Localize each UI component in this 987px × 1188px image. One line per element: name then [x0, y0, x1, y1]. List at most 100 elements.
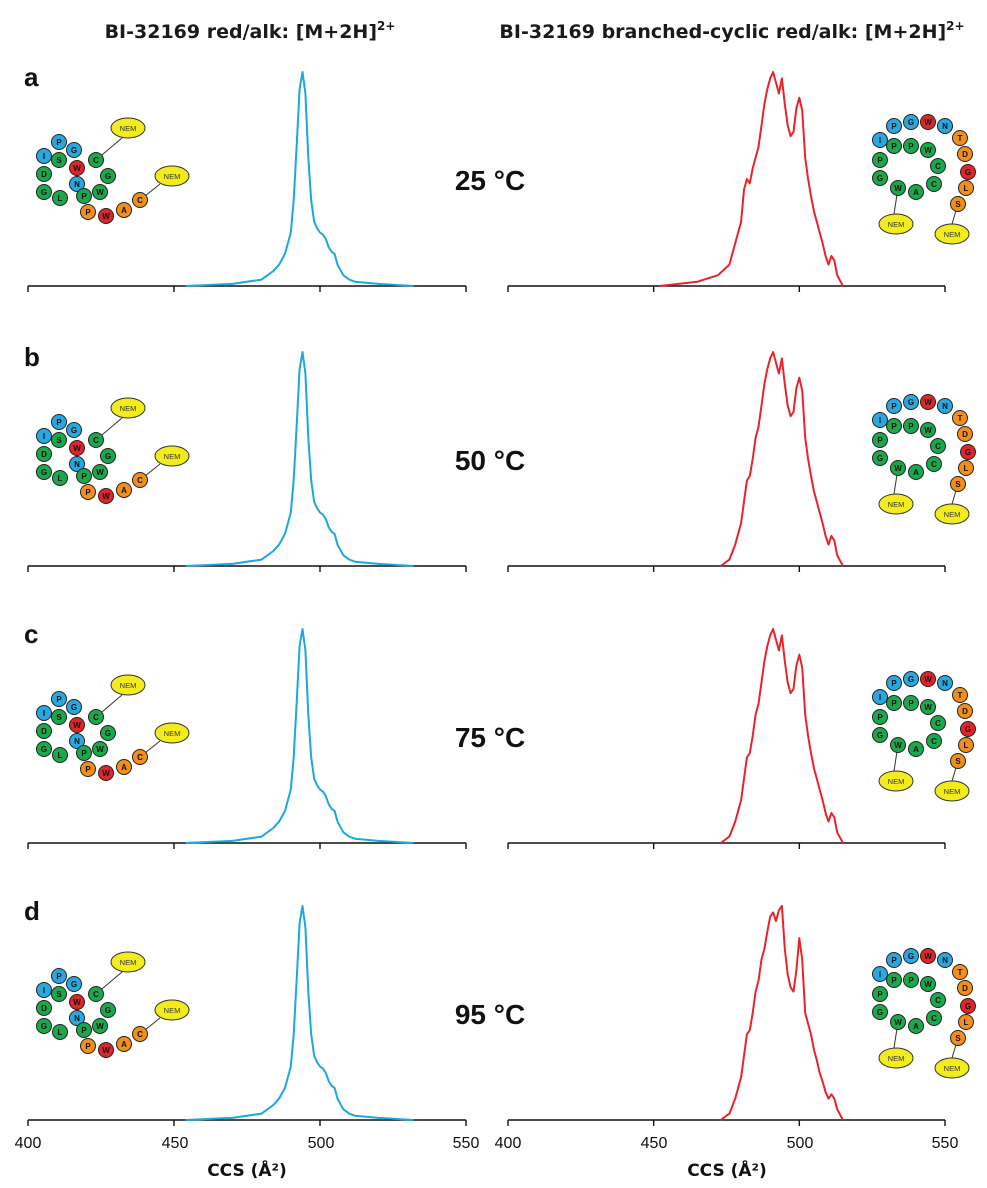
- residue-label: C: [93, 156, 99, 165]
- residue-4: [937, 675, 953, 691]
- residue-label: G: [965, 168, 971, 177]
- nem-group: [934, 1057, 970, 1079]
- left-x-tick-labels: 400 450 500 550: [15, 1135, 480, 1152]
- nem-group: [878, 493, 914, 515]
- residue-8: [958, 737, 974, 753]
- residue-3: [51, 709, 67, 725]
- right-arrival-trace: [720, 351, 844, 567]
- residue-label: L: [964, 741, 969, 750]
- nem-group: [110, 397, 146, 419]
- residue-2: [903, 114, 919, 130]
- residue-label: C: [935, 442, 941, 451]
- residue-16: [890, 737, 906, 753]
- temperature-label: 95 °C: [455, 999, 525, 1030]
- temperature-label: 50 °C: [455, 445, 525, 476]
- residue-label: G: [908, 398, 914, 407]
- residue-label: W: [96, 468, 104, 477]
- nem-group: [154, 165, 190, 187]
- residue-label: C: [137, 476, 143, 485]
- residue-10: [886, 695, 902, 711]
- residue-label: P: [81, 192, 87, 201]
- left-tick-400: 400: [15, 1135, 42, 1152]
- residue-1: [51, 691, 67, 707]
- residue-label: D: [962, 150, 968, 159]
- residue-label: W: [96, 745, 104, 754]
- left-arrival-trace: [185, 351, 414, 567]
- residue-label: P: [56, 138, 62, 147]
- residue-label: G: [41, 745, 47, 754]
- residue-14: [930, 992, 946, 1008]
- residue-5: [88, 152, 104, 168]
- residue-label: S: [56, 713, 62, 722]
- residue-label: I: [879, 693, 881, 702]
- residue-label: N: [942, 122, 948, 131]
- residue-3: [920, 114, 936, 130]
- residue-14: [98, 765, 114, 781]
- nem-label: NEM: [944, 787, 961, 796]
- residue-7: [69, 733, 85, 749]
- residue-11: [903, 418, 919, 434]
- residue-label: G: [965, 448, 971, 457]
- residue-label: P: [85, 765, 91, 774]
- residue-label: W: [102, 212, 110, 221]
- residue-label: G: [41, 188, 47, 197]
- residue-label: N: [74, 180, 80, 189]
- residue-15: [872, 450, 888, 466]
- nem-label: NEM: [888, 500, 905, 509]
- residue-label: P: [891, 976, 897, 985]
- right-tick-500: 500: [787, 1135, 814, 1152]
- residue-15: [872, 1004, 888, 1020]
- residue-label: P: [908, 699, 914, 708]
- residue-5: [952, 130, 968, 146]
- temperature-label: 25 °C: [455, 165, 525, 196]
- left-axis: [27, 905, 467, 1126]
- residue-11: [76, 1022, 92, 1038]
- residue-label: I: [879, 970, 881, 979]
- residue-label: G: [965, 725, 971, 734]
- residue-4: [69, 717, 85, 733]
- residue-8: [100, 448, 116, 464]
- residue-1: [51, 134, 67, 150]
- residue-9: [950, 196, 966, 212]
- left-tick-450: 450: [162, 1135, 189, 1152]
- residue-6: [36, 723, 52, 739]
- residue-label: S: [955, 200, 961, 209]
- nem-label: NEM: [120, 404, 137, 413]
- residue-15: [116, 759, 132, 775]
- residue-4: [937, 118, 953, 134]
- residue-16: [132, 192, 148, 208]
- residue-12: [920, 976, 936, 992]
- residue-label: D: [962, 707, 968, 716]
- nem-label: NEM: [120, 681, 137, 690]
- residue-9: [36, 184, 52, 200]
- residue-label: C: [931, 737, 937, 746]
- residue-5: [88, 709, 104, 725]
- residue-11: [76, 468, 92, 484]
- residue-label: P: [877, 156, 883, 165]
- left-tick-550: 550: [453, 1135, 480, 1152]
- panel-letter: b: [24, 342, 40, 372]
- residue-7: [69, 456, 85, 472]
- right-axis: [507, 71, 946, 292]
- residue-6: [957, 980, 973, 996]
- residue-label: C: [935, 719, 941, 728]
- residue-13: [872, 432, 888, 448]
- residue-17: [908, 184, 924, 200]
- residue-10: [52, 747, 68, 763]
- residue-label: C: [931, 1014, 937, 1023]
- residue-label: G: [908, 118, 914, 127]
- residue-8: [100, 1002, 116, 1018]
- left-arrival-trace: [185, 628, 414, 844]
- right-arrival-trace: [720, 905, 844, 1121]
- residue-label: C: [935, 162, 941, 171]
- residue-label: C: [931, 460, 937, 469]
- residue-5: [88, 432, 104, 448]
- residue-label: P: [908, 976, 914, 985]
- residue-label: P: [877, 990, 883, 999]
- residue-10: [52, 1024, 68, 1040]
